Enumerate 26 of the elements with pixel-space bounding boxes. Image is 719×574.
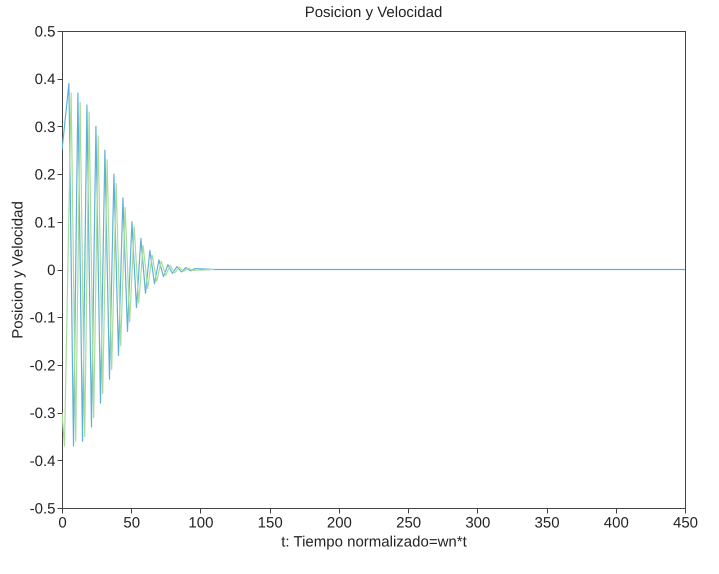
chart-title: Posicion y Velocidad <box>304 4 442 21</box>
y-tick-label: 0.1 <box>34 214 56 232</box>
y-tick-label: -0.2 <box>30 357 56 374</box>
y-tick-label: -0.4 <box>30 452 56 470</box>
x-tick-label: 100 <box>188 514 214 532</box>
x-tick-label: 250 <box>396 514 422 532</box>
x-tick-label: 400 <box>604 514 629 532</box>
x-axis-title: t: Tiempo normalizado=wn*t <box>281 534 468 550</box>
x-tick-label: 150 <box>258 514 283 532</box>
x-tick-label: 50 <box>123 514 140 532</box>
y-axis-title: Posicion y Velocidad <box>10 201 27 339</box>
x-tick-label: 350 <box>534 514 560 532</box>
y-tick-label: 0 <box>47 262 56 279</box>
y-tick-label: 0.5 <box>34 24 56 40</box>
x-tick-label: 300 <box>465 514 490 532</box>
y-tick-label: 0.4 <box>34 71 56 88</box>
y-tick-label: 0.3 <box>34 118 56 136</box>
x-tick-label: 450 <box>672 514 698 532</box>
line-series <box>62 92 215 447</box>
line-series <box>62 82 685 447</box>
y-tick-label: 0.2 <box>34 166 56 184</box>
y-tick-label: -0.1 <box>30 310 56 327</box>
x-tick-label: 200 <box>326 514 352 532</box>
y-tick-label: -0.5 <box>30 500 56 518</box>
x-tick-label: 0 <box>58 514 67 532</box>
y-tick-label: -0.3 <box>30 405 56 422</box>
